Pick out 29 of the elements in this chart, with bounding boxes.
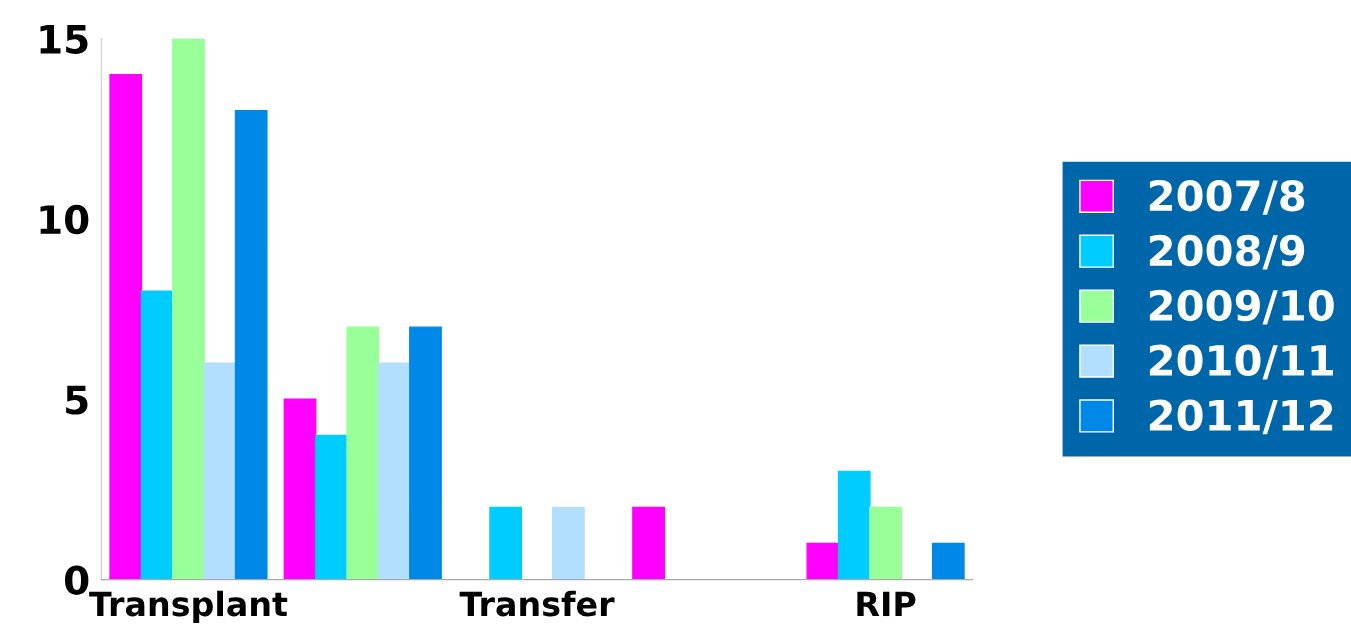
y-tick-label: 0 bbox=[65, 565, 89, 595]
legend-label: 2009/10 bbox=[1149, 289, 1334, 325]
x-tick-label: RIP bbox=[857, 591, 916, 617]
bar bbox=[377, 362, 411, 580]
bar bbox=[931, 542, 965, 580]
bar bbox=[172, 38, 205, 580]
bar bbox=[409, 326, 442, 580]
bar bbox=[203, 362, 237, 580]
bar bbox=[552, 506, 585, 580]
bar bbox=[283, 398, 317, 580]
x-tick-label: Transfer bbox=[459, 590, 615, 617]
bar bbox=[869, 506, 902, 580]
x-tick-label: Transplant bbox=[89, 590, 288, 623]
y-tick-label: 15 bbox=[40, 25, 88, 54]
bar bbox=[837, 470, 871, 580]
y-tick-label: 10 bbox=[40, 204, 89, 235]
y-tick-label: 5 bbox=[66, 385, 88, 415]
legend-label: 2011/12 bbox=[1149, 399, 1333, 435]
legend-label: 2008/9 bbox=[1149, 234, 1305, 270]
bar bbox=[489, 506, 523, 580]
legend-label: 2010/11 bbox=[1149, 344, 1333, 380]
bar bbox=[109, 74, 143, 580]
bar bbox=[140, 290, 174, 580]
legend-label: 2007/8 bbox=[1149, 179, 1305, 215]
bar bbox=[346, 326, 380, 580]
bar bbox=[806, 542, 840, 580]
bar bbox=[632, 506, 665, 580]
bar bbox=[314, 434, 348, 580]
bar bbox=[234, 110, 268, 580]
